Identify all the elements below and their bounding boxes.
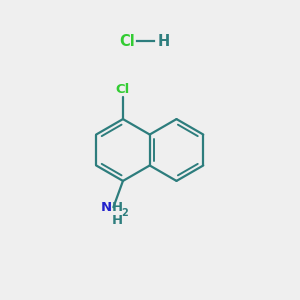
Text: N: N	[101, 201, 112, 214]
Text: H: H	[112, 214, 123, 227]
Text: H: H	[112, 201, 123, 214]
Text: 2: 2	[122, 208, 128, 218]
Text: Cl: Cl	[116, 82, 130, 95]
Text: H: H	[158, 34, 169, 49]
Text: Cl: Cl	[119, 34, 135, 49]
